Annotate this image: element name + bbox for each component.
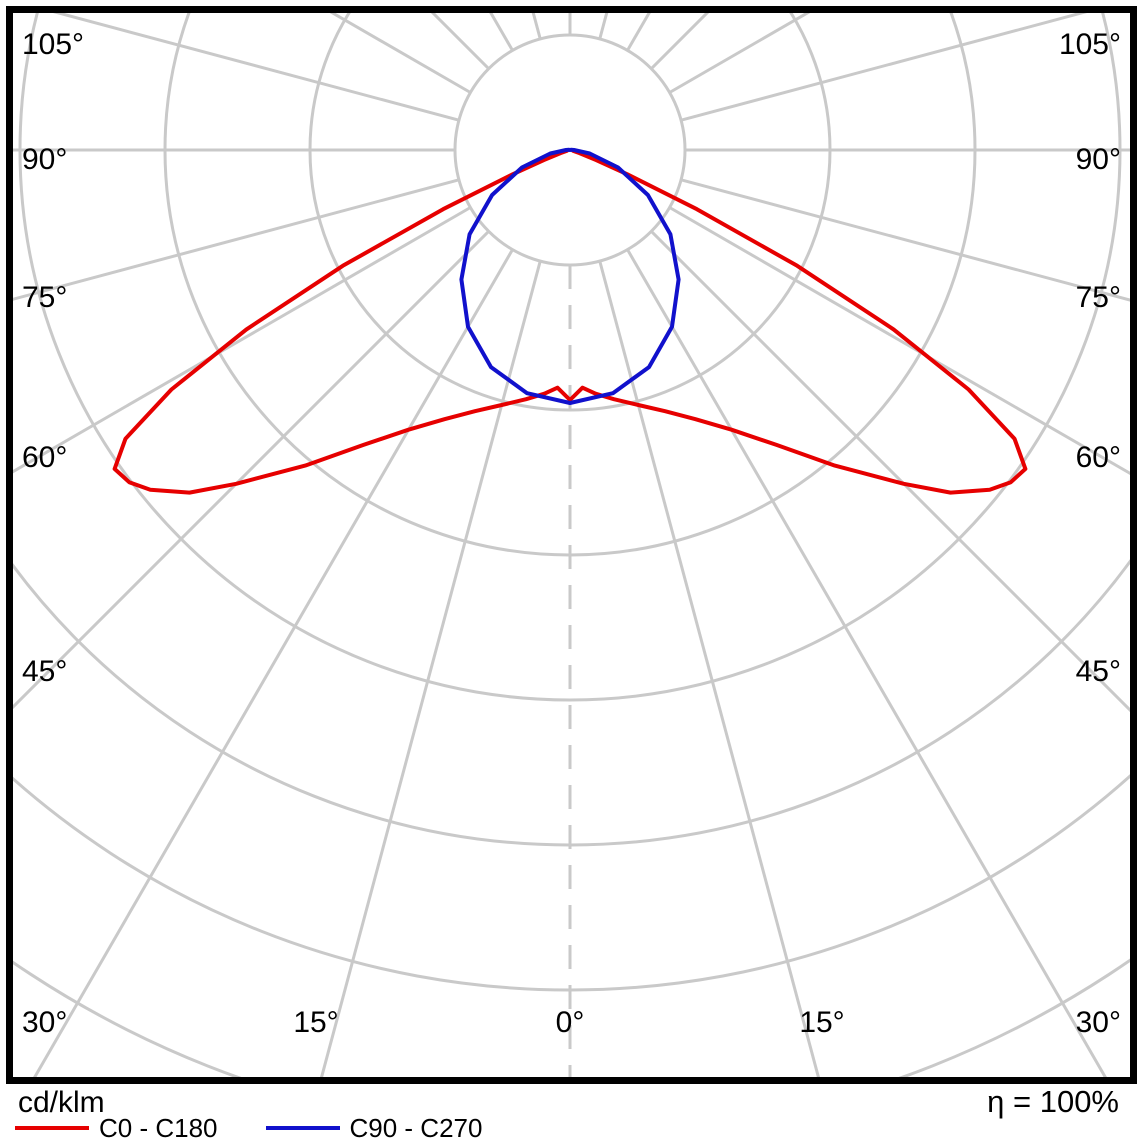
curve-c0-c180 — [112, 148, 1028, 495]
legend-label: C90 - C270 — [349, 1113, 483, 1143]
radial-grid-line — [13, 230, 490, 710]
radial-grid-line — [13, 178, 460, 301]
angle-tick-label: 30° — [1075, 1006, 1121, 1039]
angle-tick-label: 60° — [22, 441, 68, 474]
legend-swatch-c90-c270 — [265, 1126, 340, 1130]
angle-tick-label: 90° — [1075, 143, 1121, 176]
angle-tick-label: 45° — [1075, 655, 1121, 688]
angle-tick-label: 0° — [555, 1006, 585, 1039]
angle-tick-label: 30° — [22, 1006, 68, 1039]
angle-tick-label: 105° — [1058, 28, 1121, 61]
curve-c90-c270 — [459, 147, 681, 405]
units-label: cd/klm — [18, 1086, 105, 1119]
efficiency-label: η = 100% — [987, 1084, 1119, 1119]
legend-label: C0 - C180 — [99, 1113, 218, 1143]
angle-tick-label: 60° — [1075, 441, 1121, 474]
radial-grid-line — [52, 13, 460, 122]
angle-tick-label: 75° — [22, 281, 68, 314]
angle-tick-label: 90° — [22, 143, 68, 176]
angle-tick-label: 45° — [22, 655, 68, 688]
radial-grid-line — [598, 260, 820, 1077]
radial-grid-line — [668, 206, 1130, 476]
legend: C0 - C180 C90 - C270 — [15, 1114, 482, 1142]
angle-tick-label: 75° — [1075, 281, 1121, 314]
angle-tick-label: 15° — [293, 1006, 339, 1039]
angle-tick-label: 15° — [799, 1006, 845, 1039]
radial-grid-line — [13, 206, 472, 474]
radial-grid-line — [680, 178, 1130, 302]
radial-grid-line — [626, 248, 1107, 1077]
legend-swatch-c0-c180 — [15, 1126, 89, 1130]
radial-grid-line — [650, 230, 1130, 713]
radial-grid-line — [33, 248, 514, 1077]
angle-tick-label: 105° — [22, 28, 85, 61]
radial-grid-line — [680, 13, 1088, 122]
radial-grid-line — [320, 260, 542, 1077]
